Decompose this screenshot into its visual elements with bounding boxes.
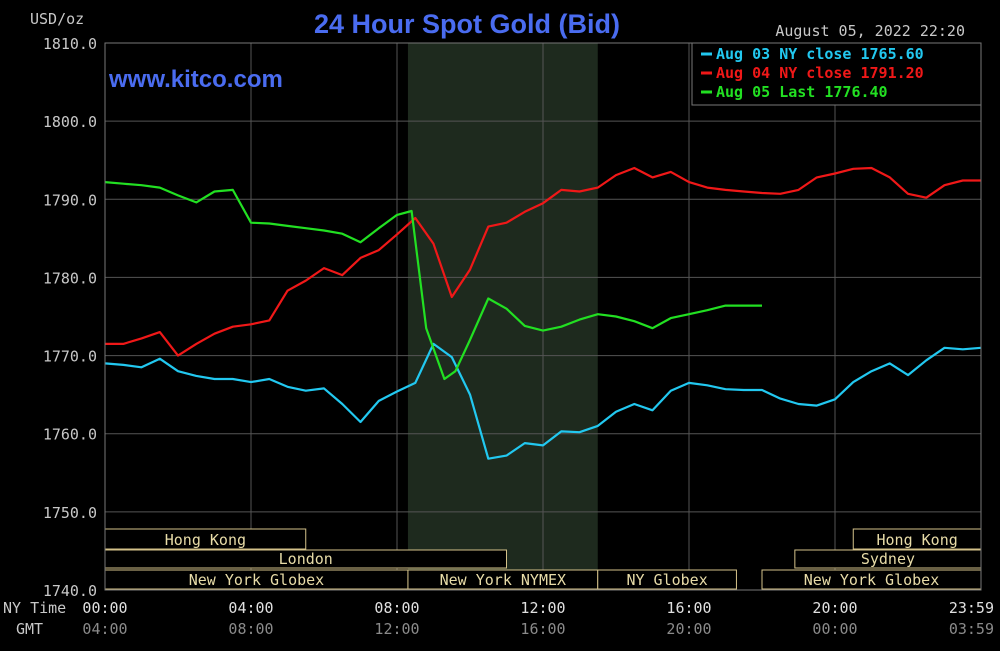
- x-tick-label-gmt: 12:00: [374, 620, 419, 638]
- unit-label: USD/oz: [30, 10, 84, 28]
- legend: Aug 03 NY close 1765.60 Aug 04 NY close …: [691, 42, 982, 106]
- x-tick-label-gmt: 20:00: [666, 620, 711, 638]
- watermark: www.kitco.com: [108, 66, 283, 93]
- legend-item-aug04: Aug 04 NY close 1791.20: [716, 64, 924, 82]
- session-label: Sydney: [861, 550, 915, 568]
- session-box: [597, 569, 737, 590]
- session-label: New York Globex: [804, 571, 939, 589]
- legend-box: [691, 42, 982, 106]
- legend-item-aug03: Aug 03 NY close 1765.60: [716, 45, 924, 63]
- x-tick-label-ny: 00:00: [82, 599, 127, 617]
- datetime-label: August 05, 2022 22:20: [775, 22, 965, 40]
- session-label: London: [279, 550, 333, 568]
- x-tick-label-ny: 16:00: [666, 599, 711, 617]
- ny-time-row-label: NY Time: [3, 599, 66, 617]
- y-tick-label: 1810.0: [43, 35, 97, 53]
- series-line-aug03: [104, 342, 982, 460]
- y-tick-label: 1750.0: [43, 504, 97, 522]
- series-line-aug04: [105, 166, 981, 357]
- chart-title: 24 Hour Spot Gold (Bid): [314, 9, 620, 39]
- nymex-session-shade: [407, 43, 598, 590]
- plot-frame: [104, 42, 982, 591]
- session-label: New York Globex: [189, 571, 324, 589]
- session-label: Hong Kong: [165, 531, 246, 549]
- session-label: New York NYMEX: [440, 571, 566, 589]
- x-tick-label-gmt: 08:00: [228, 620, 273, 638]
- legend-item-aug05: Aug 05 Last 1776.40: [716, 83, 888, 101]
- x-tick-label-gmt: 00:00: [812, 620, 857, 638]
- y-tick-label: 1780.0: [43, 269, 97, 287]
- x-tick-label-ny: 12:00: [520, 599, 565, 617]
- y-tick-label: 1770.0: [43, 348, 97, 366]
- gmt-row-label: GMT: [16, 620, 43, 638]
- x-tick-label-ny: 23:59: [949, 599, 994, 617]
- x-tick-label-ny: 20:00: [812, 599, 857, 617]
- x-tick-label-gmt: 16:00: [520, 620, 565, 638]
- y-tick-label: 1790.0: [43, 191, 97, 209]
- session-label: Hong Kong: [876, 531, 957, 549]
- series-line-aug05: [104, 181, 762, 381]
- y-tick-label: 1800.0: [43, 113, 97, 131]
- x-tick-label-ny: 04:00: [228, 599, 273, 617]
- x-tick-label-ny: 08:00: [374, 599, 419, 617]
- session-label: NY Globex: [626, 571, 707, 589]
- y-tick-label: 1740.0: [43, 582, 97, 600]
- y-tick-label: 1760.0: [43, 426, 97, 444]
- x-tick-label-gmt: 04:00: [82, 620, 127, 638]
- x-tick-label-gmt: 03:59: [949, 620, 994, 638]
